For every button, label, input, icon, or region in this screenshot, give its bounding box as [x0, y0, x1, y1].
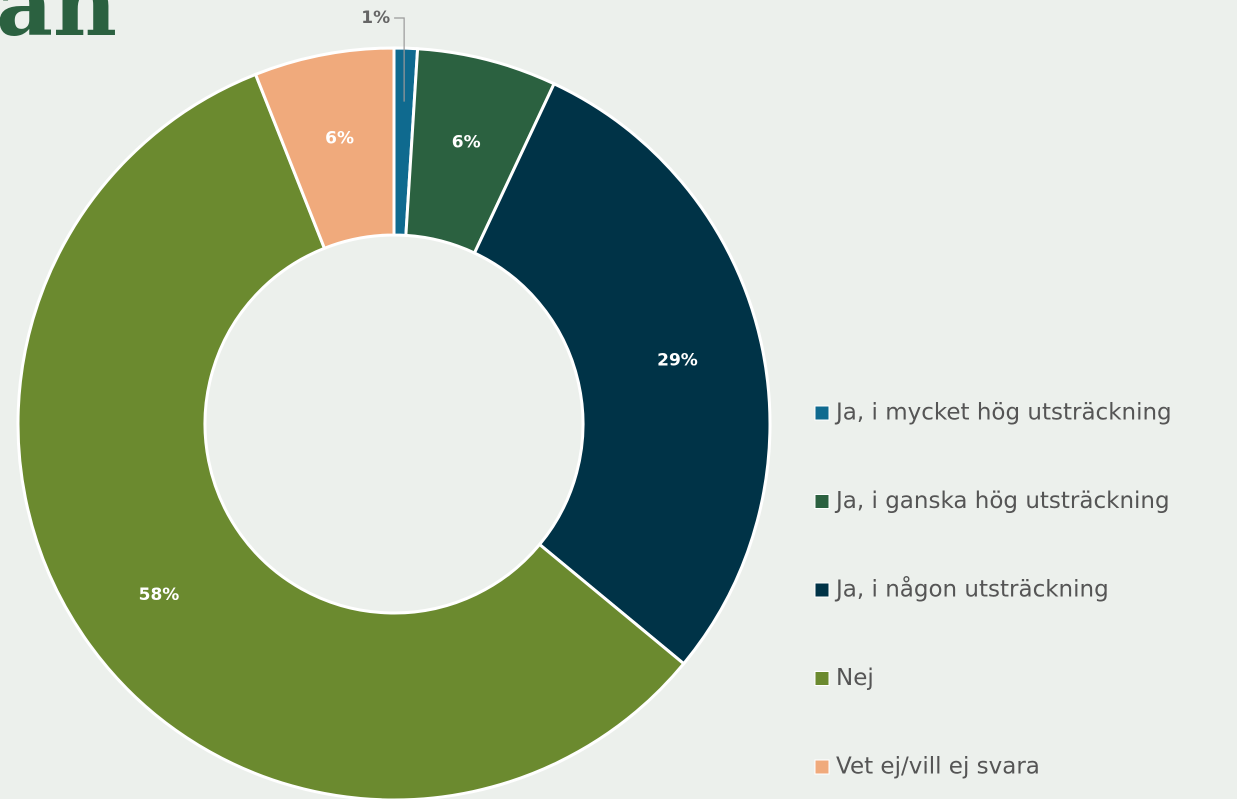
legend-label: Ja, i mycket hög utsträckning: [834, 400, 1172, 426]
chart-title: an: [0, 0, 117, 56]
donut-slice: [16, 72, 686, 799]
donut-slice: [253, 46, 396, 251]
leader-line: [394, 17, 405, 102]
legend-label: Nej: [836, 665, 874, 691]
legend-swatch: [814, 582, 830, 598]
legend-swatch: [814, 759, 830, 775]
legend-swatch: [814, 671, 830, 686]
donut-slice: [472, 81, 772, 666]
data-label: 1%: [361, 8, 390, 28]
legend-label: Vet ej/vill ej svara: [836, 754, 1040, 780]
legend-swatch: [814, 494, 830, 509]
legend-label: Ja, i ganska hög utsträckning: [834, 488, 1170, 514]
data-label: 6%: [325, 129, 354, 149]
legend-swatch: [814, 405, 830, 421]
data-label: 29%: [657, 351, 698, 371]
data-label: 58%: [139, 585, 180, 605]
legend-label: Ja, i någon utsträckning: [834, 575, 1109, 603]
data-label: 6%: [452, 133, 481, 153]
